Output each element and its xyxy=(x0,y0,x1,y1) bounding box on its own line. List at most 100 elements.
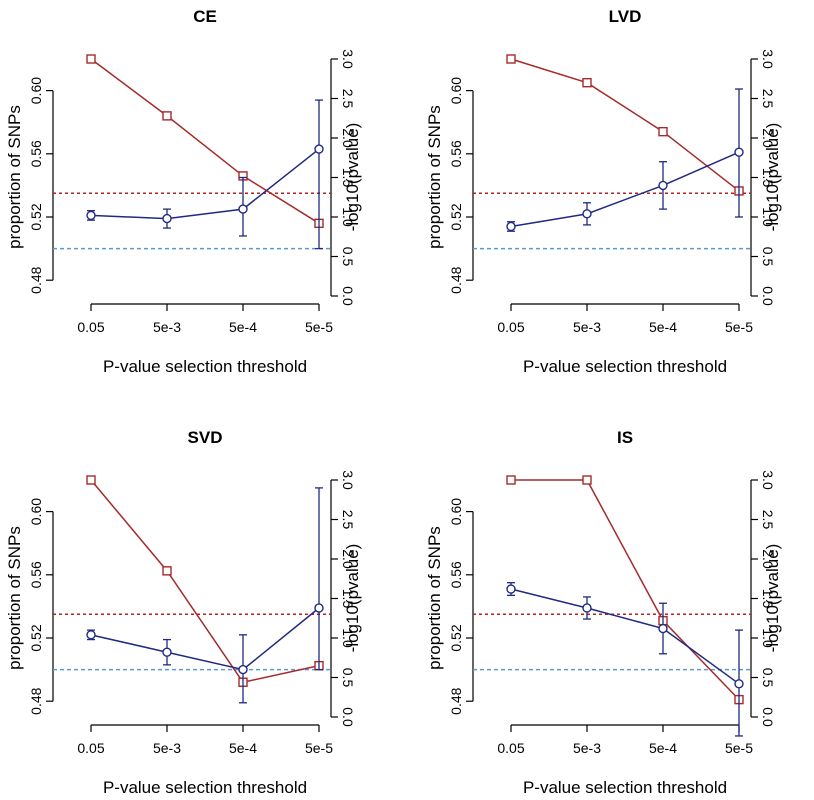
proportion-point xyxy=(314,603,324,613)
proportion-point xyxy=(506,584,516,594)
right-tick-label: 0.5 xyxy=(760,247,776,267)
left-tick-label: 0.52 xyxy=(448,203,464,230)
pvalue-series-line xyxy=(510,58,740,192)
left-tick-label: 0.48 xyxy=(28,687,44,714)
pvalue-point xyxy=(162,566,172,576)
x-tick-label: 0.05 xyxy=(497,740,524,756)
pvalue-point xyxy=(162,111,172,121)
right-tick-label: 2.0 xyxy=(760,128,776,148)
proportion-series-line xyxy=(510,151,740,228)
right-tick-label: 1.0 xyxy=(340,628,356,648)
pvalue-point xyxy=(582,475,592,485)
right-tick-label: 2.5 xyxy=(760,89,776,109)
pvalue-series-line xyxy=(90,58,320,224)
right-tick-label: 0.0 xyxy=(340,707,356,727)
pvalue-point xyxy=(506,475,516,485)
proportion-point xyxy=(86,630,96,640)
x-axis-label: P-value selection threshold xyxy=(103,778,307,797)
left-tick-label: 0.56 xyxy=(28,140,44,167)
proportion-point xyxy=(162,647,172,657)
left-tick-label: 0.60 xyxy=(448,77,464,104)
proportion-point xyxy=(86,210,96,221)
left-tick-label: 0.48 xyxy=(28,266,44,293)
left-tick-label: 0.52 xyxy=(28,624,44,651)
left-tick-label: 0.60 xyxy=(448,498,464,525)
right-tick-label: 1.5 xyxy=(760,168,776,188)
right-tick-label: 0.0 xyxy=(760,286,776,306)
proportion-series-line xyxy=(90,148,320,220)
right-tick-label: 1.0 xyxy=(340,207,356,227)
right-tick-label: 2.5 xyxy=(340,89,356,109)
pvalue-point xyxy=(506,54,516,64)
chart-title: LVD xyxy=(609,7,642,26)
x-tick-label: 5e-3 xyxy=(573,319,601,335)
right-tick-label: 1.5 xyxy=(760,589,776,609)
x-axis-label: P-value selection threshold xyxy=(523,357,727,376)
x-axis-label: P-value selection threshold xyxy=(523,778,727,797)
pvalue-point xyxy=(658,126,668,137)
pvalue-series-line xyxy=(511,479,740,701)
x-tick-label: 5e-5 xyxy=(725,740,753,756)
left-tick-label: 0.52 xyxy=(448,624,464,651)
left-tick-label: 0.56 xyxy=(28,561,44,588)
right-tick-label: 3.0 xyxy=(340,49,356,69)
right-tick-label: 0.5 xyxy=(760,668,776,688)
proportion-point xyxy=(582,209,592,219)
left-tick-label: 0.48 xyxy=(448,266,464,293)
x-tick-label: 5e-3 xyxy=(153,740,181,756)
right-tick-label: 1.5 xyxy=(340,589,356,609)
right-tick-label: 0.0 xyxy=(760,707,776,727)
left-tick-label: 0.60 xyxy=(28,498,44,525)
right-axis-label: -log10(pvalue) xyxy=(763,123,782,232)
proportion-point xyxy=(658,623,668,634)
right-axis-label: -log10(pvalue) xyxy=(343,123,362,232)
x-tick-label: 5e-4 xyxy=(649,740,677,756)
x-tick-label: 5e-4 xyxy=(229,740,257,756)
x-tick-label: 0.05 xyxy=(497,319,524,335)
proportion-series-line xyxy=(90,607,320,671)
right-tick-label: 1.0 xyxy=(760,207,776,227)
left-tick-label: 0.52 xyxy=(28,203,44,230)
pvalue-point xyxy=(582,77,592,88)
chart-title: SVD xyxy=(188,428,223,447)
proportion-point xyxy=(582,603,592,613)
x-axis-label: P-value selection threshold xyxy=(103,357,307,376)
x-tick-label: 5e-5 xyxy=(725,319,753,335)
left-tick-label: 0.48 xyxy=(448,687,464,714)
left-axis-label: proportion of SNPs xyxy=(425,105,444,249)
x-tick-label: 0.05 xyxy=(77,319,104,335)
x-tick-label: 5e-4 xyxy=(649,319,677,335)
right-tick-label: 2.0 xyxy=(340,549,356,569)
x-tick-label: 0.05 xyxy=(77,740,104,756)
proportion-point xyxy=(238,204,248,214)
right-axis-label: -log10(pvalue) xyxy=(763,544,782,653)
x-tick-label: 5e-3 xyxy=(153,319,181,335)
x-tick-label: 5e-3 xyxy=(573,740,601,756)
right-tick-label: 1.5 xyxy=(340,168,356,188)
proportion-point xyxy=(238,664,248,675)
pvalue-point xyxy=(86,475,96,485)
right-tick-label: 1.0 xyxy=(760,628,776,648)
proportion-point xyxy=(658,180,668,191)
left-axis-label: proportion of SNPs xyxy=(425,526,444,670)
right-tick-label: 3.0 xyxy=(340,470,356,490)
pvalue-point xyxy=(86,54,96,64)
chart-title: CE xyxy=(193,7,217,26)
proportion-point xyxy=(734,147,744,157)
proportion-series-line xyxy=(510,588,740,685)
left-axis-label: proportion of SNPs xyxy=(5,105,24,249)
proportion-point xyxy=(506,221,516,232)
right-tick-label: 2.0 xyxy=(340,128,356,148)
right-tick-label: 0.5 xyxy=(340,247,356,267)
pvalue-series-line xyxy=(90,479,320,684)
right-tick-label: 3.0 xyxy=(760,49,776,69)
right-axis-label: -log10(pvalue) xyxy=(343,544,362,653)
chart-title: IS xyxy=(617,428,633,447)
left-tick-label: 0.56 xyxy=(448,140,464,167)
right-tick-label: 0.0 xyxy=(340,286,356,306)
